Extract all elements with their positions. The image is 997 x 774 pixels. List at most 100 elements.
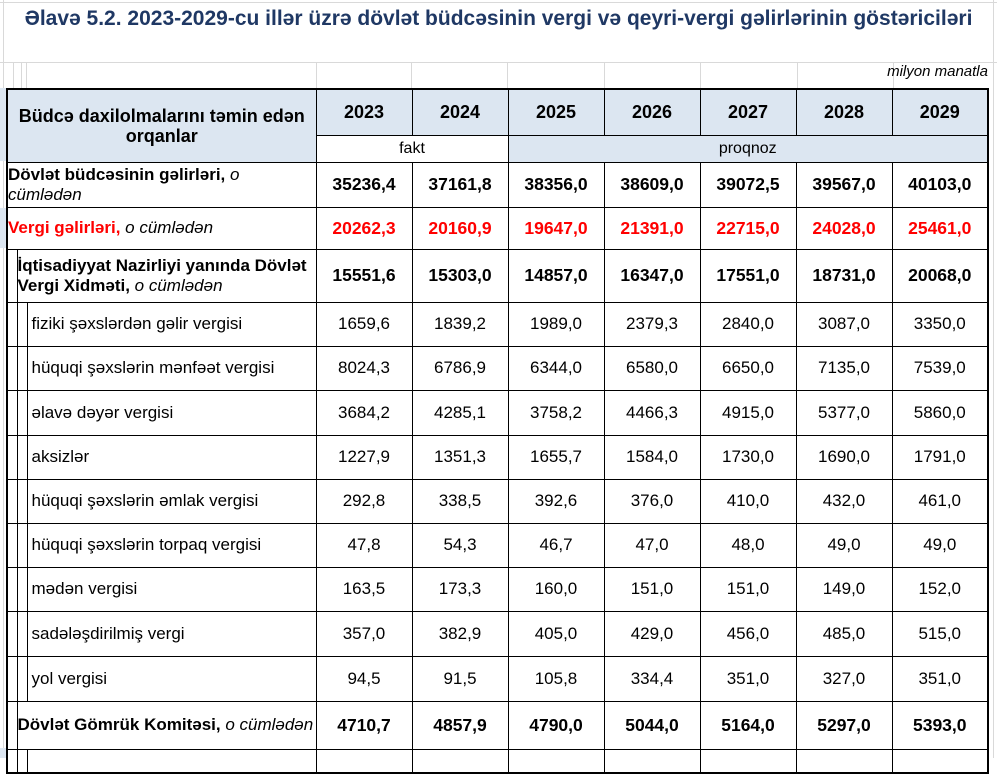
value-cell: 1730,0	[699, 434, 797, 480]
indent-cell	[6, 345, 18, 391]
value-cell: 4466,3	[603, 389, 701, 436]
value-cell: 15551,6	[315, 248, 413, 303]
row-label: hüquqi şəxslərin əmlak vergisi	[26, 478, 317, 524]
gridline	[700, 62, 701, 88]
gridline	[797, 62, 798, 88]
gridline	[3, 0, 4, 758]
row-label-main: Vergi gəlirləri,	[8, 218, 121, 237]
value-cell: 405,0	[507, 610, 605, 657]
indent-cell	[6, 655, 18, 702]
value-cell: 1690,0	[795, 434, 893, 480]
value-cell: 1791,0	[891, 434, 989, 480]
value-cell: 456,0	[699, 610, 797, 657]
table-row: İqtisadiyyat Nazirliyi yanında Dövlət Ve…	[6, 248, 989, 303]
value-cell: 151,0	[699, 566, 797, 612]
row-label-main: Dövlət büdcəsinin gəlirləri,	[8, 164, 226, 184]
value-cell: 5297,0	[795, 700, 893, 750]
gridline	[26, 62, 27, 88]
value-cell	[603, 748, 701, 774]
indent-cell	[16, 655, 28, 702]
value-cell: 18731,0	[795, 248, 893, 303]
year-header: 2024	[411, 88, 509, 136]
value-cell: 6580,0	[603, 345, 701, 391]
value-cell: 1659,6	[315, 301, 413, 347]
row-label: sadələşdirilmiş vergi	[26, 610, 317, 657]
value-cell: 22715,0	[699, 206, 797, 250]
value-cell	[315, 748, 413, 774]
value-cell: 48,0	[699, 522, 797, 568]
indent-cell	[16, 301, 28, 347]
indent-cell	[6, 700, 18, 750]
value-cell: 40103,0	[891, 161, 989, 208]
organs-header: Büdcə daxilolmalarını təmin edən orqanla…	[6, 88, 317, 163]
row-label: hüquqi şəxslərin mənfəət vergisi	[26, 345, 317, 391]
value-cell: 25461,0	[891, 206, 989, 250]
table-row: Dövlət Gömrük Komitəsi, o cümlədən 4710,…	[6, 700, 989, 750]
table-row: hüquqi şəxslərin mənfəət vergisi 8024,3 …	[6, 345, 989, 391]
row-label: Vergi gəlirləri, o cümlədən	[6, 206, 317, 250]
indent-cell	[6, 301, 18, 347]
value-cell: 105,8	[507, 655, 605, 702]
value-cell: 338,5	[411, 478, 509, 524]
value-cell	[699, 748, 797, 774]
value-cell: 461,0	[891, 478, 989, 524]
table-row: sadələşdirilmiş vergi 357,0 382,9 405,0 …	[6, 610, 989, 657]
value-cell: 410,0	[699, 478, 797, 524]
value-cell: 173,3	[411, 566, 509, 612]
value-cell: 38609,0	[603, 161, 701, 208]
indent-cell	[16, 389, 28, 436]
row-label-suffix: o cümlədən	[8, 164, 240, 204]
year-header: 2023	[315, 88, 413, 136]
value-cell: 1227,9	[315, 434, 413, 480]
value-cell: 334,4	[603, 655, 701, 702]
value-cell: 327,0	[795, 655, 893, 702]
value-cell: 4857,9	[411, 700, 509, 750]
value-cell: 39072,5	[699, 161, 797, 208]
indent-cell	[16, 345, 28, 391]
gridline	[0, 2, 997, 3]
indent-cell	[16, 748, 28, 774]
gridline	[604, 62, 605, 88]
indent-cell	[16, 434, 28, 480]
gridline	[411, 62, 412, 88]
indent-cell	[6, 610, 18, 657]
row-label-suffix: o cümlədən	[220, 715, 314, 734]
value-cell: 20262,3	[315, 206, 413, 250]
value-cell: 91,5	[411, 655, 509, 702]
value-cell: 376,0	[603, 478, 701, 524]
value-cell	[795, 748, 893, 774]
value-cell: 7135,0	[795, 345, 893, 391]
value-cell: 3350,0	[891, 301, 989, 347]
value-cell: 160,0	[507, 566, 605, 612]
row-label: hüquqi şəxslərin torpaq vergisi	[26, 522, 317, 568]
value-cell: 5377,0	[795, 389, 893, 436]
gridline	[13, 62, 14, 88]
table-row: aksizlər 1227,9 1351,3 1655,7 1584,0 173…	[6, 434, 989, 480]
row-label: Dövlət Gömrük Komitəsi, o cümlədən	[16, 700, 317, 750]
value-cell: 152,0	[891, 566, 989, 612]
row-label-suffix: o cümlədən	[120, 218, 214, 237]
table-row: fiziki şəxslərdən gəlir vergisi 1659,6 1…	[6, 301, 989, 347]
gridline	[316, 62, 317, 88]
value-cell: 39567,0	[795, 161, 893, 208]
sheet-fill	[0, 208, 6, 248]
gridline	[0, 62, 997, 63]
indent-cell	[6, 248, 18, 303]
gridline	[893, 62, 894, 88]
value-cell: 163,5	[315, 566, 413, 612]
value-cell: 6344,0	[507, 345, 605, 391]
indent-cell	[6, 522, 18, 568]
table-row: mədən vergisi 163,5 173,3 160,0 151,0 15…	[6, 566, 989, 612]
value-cell: 46,7	[507, 522, 605, 568]
value-cell: 19647,0	[507, 206, 605, 250]
row-label-main: İqtisadiyyat Nazirliyi yanında Dövlət Ve…	[17, 255, 307, 295]
value-cell: 7539,0	[891, 345, 989, 391]
value-cell: 3758,2	[507, 389, 605, 436]
unit-note: milyon manatla	[887, 63, 988, 80]
table-row: Vergi gəlirləri, o cümlədən 20262,3 2016…	[6, 206, 989, 250]
value-cell: 4285,1	[411, 389, 509, 436]
row-label-main: Dövlət Gömrük Komitəsi,	[17, 715, 221, 734]
value-cell: 2840,0	[699, 301, 797, 347]
value-cell: 38356,0	[507, 161, 605, 208]
indent-cell	[16, 522, 28, 568]
